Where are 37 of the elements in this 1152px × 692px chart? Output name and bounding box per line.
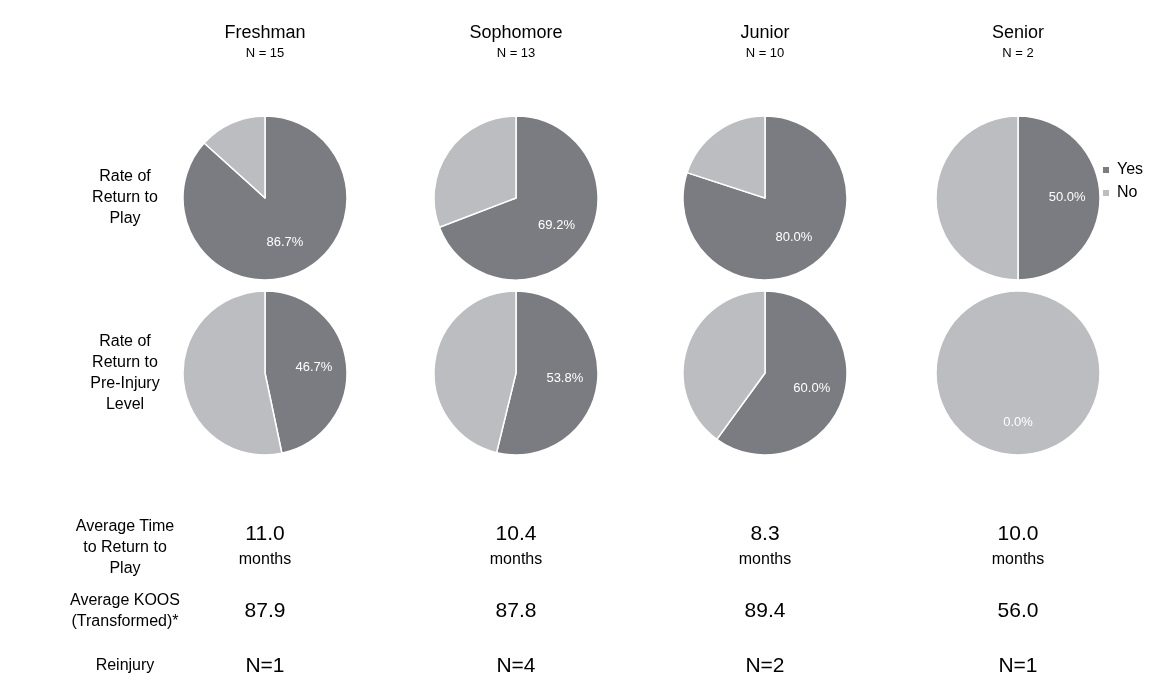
chart-subtitle: N = 10 xyxy=(745,45,785,60)
text: 87.9 xyxy=(244,598,286,621)
category-label: Average Time to Return to Play xyxy=(75,517,175,577)
chart-title: Freshman xyxy=(224,22,306,42)
text: N=2 xyxy=(745,653,785,676)
text: 8.3 months xyxy=(738,521,792,567)
data-label: 69.2% xyxy=(538,217,576,233)
chart-title: Senior xyxy=(991,22,1045,42)
category-label: Reinjury xyxy=(95,656,155,674)
text: N=1 xyxy=(245,653,285,676)
text: 87.8 xyxy=(495,598,537,621)
pie-slice xyxy=(682,115,848,281)
text: 10.4 months xyxy=(489,521,543,567)
text: 10.0 months xyxy=(991,521,1045,567)
data-label: 50.0% xyxy=(1048,189,1087,205)
chart-subtitle: N = 2 xyxy=(1002,45,1034,60)
data-label: 60.0% xyxy=(793,379,831,395)
text: 89.4 xyxy=(744,598,786,621)
text: 11.0 months xyxy=(238,521,292,567)
category-label: Average KOOS (Transformed)* xyxy=(70,590,180,629)
legend-label: No xyxy=(1117,183,1138,201)
chart-title: Sophomore xyxy=(469,22,563,42)
chart-subtitle: N = 13 xyxy=(496,45,536,60)
text: Rate of Return to Play xyxy=(92,167,159,227)
chart-title: Junior xyxy=(740,22,790,42)
text: 0.0% xyxy=(1003,413,1033,429)
text: N=1 xyxy=(998,653,1038,676)
pie-slice xyxy=(182,115,348,281)
data-label: 53.8% xyxy=(546,370,584,386)
legend-label: Yes xyxy=(1117,160,1144,178)
text: 56.0 xyxy=(997,598,1039,621)
text: N=4 xyxy=(496,653,536,676)
data-label: 46.7% xyxy=(295,359,333,375)
data-label: 86.7% xyxy=(266,234,304,250)
chart-subtitle: N = 15 xyxy=(245,45,285,60)
text: Rate of Return to Pre-Injury Level xyxy=(90,331,160,412)
data-label: 80.0% xyxy=(775,229,813,245)
